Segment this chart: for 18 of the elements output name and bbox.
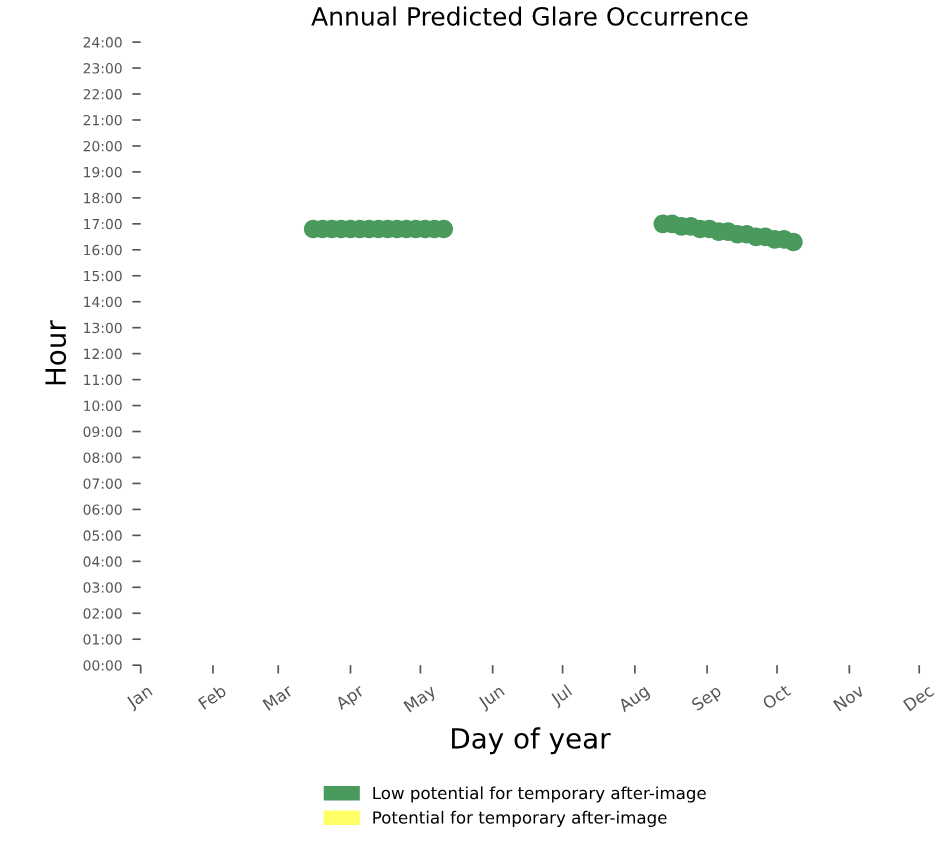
x-tick-label: Apr [334,683,367,713]
x-tick-label: Jan [125,684,155,712]
legend-label: Potential for temporary after-image [373,810,667,827]
chart-title: Annual Predicted Glare Occurrence [311,6,748,26]
legend-label: Low potential for temporary after-image [373,786,706,803]
x-tick-label: Aug [617,684,652,716]
y-axis-title: Hour [45,320,67,385]
x-tick-label: Jun [476,684,507,712]
x-tick-label: Nov [833,683,865,712]
x-tick-label: Feb [197,683,228,710]
x-tick-label: May [403,683,439,716]
x-axis-title: Day of year [452,727,611,755]
x-tick-label: Oct [761,683,792,710]
x-tick-label: Jul [549,684,575,709]
x-tick-label: Mar [262,683,294,711]
x-tick-label: Sep [690,684,724,714]
x-tick-label: Dec [903,684,935,712]
point [784,232,803,252]
